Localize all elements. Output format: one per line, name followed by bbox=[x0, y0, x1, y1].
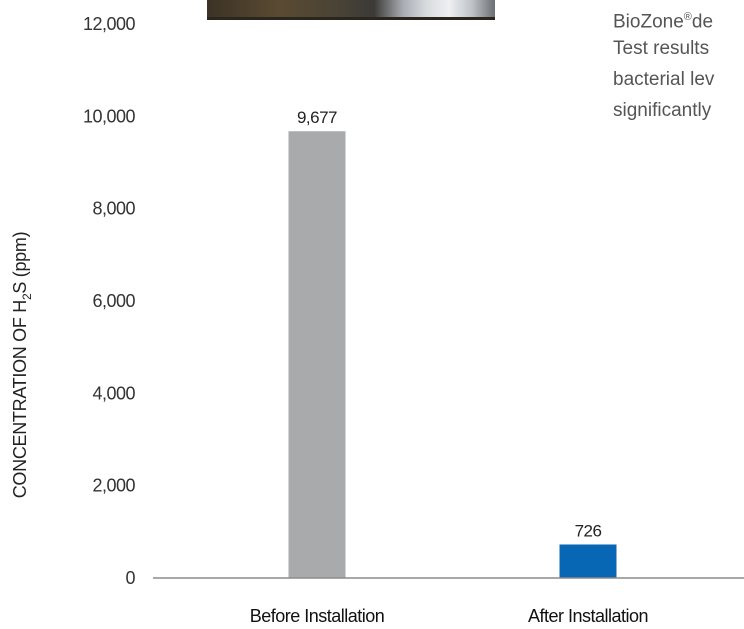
description-line-3: bacterial lev bbox=[613, 69, 715, 90]
description-line-1: BioZone®de bbox=[613, 11, 714, 33]
y-axis-label: CONCENTRATION OF H2S (ppm) bbox=[10, 232, 34, 499]
description-line-2: Test results bbox=[613, 38, 710, 59]
x-category-label: Before Installation bbox=[250, 606, 385, 626]
y-tick-label: 10,000 bbox=[83, 106, 136, 126]
y-tick-label: 8,000 bbox=[92, 199, 135, 219]
x-category-label: After Installation bbox=[528, 606, 648, 626]
bar-value-label: 9,677 bbox=[297, 108, 337, 127]
y-tick-label: 6,000 bbox=[92, 291, 135, 311]
description-text: BioZone®de Test results bacterial lev si… bbox=[613, 2, 744, 126]
description-line-4: significantly bbox=[613, 100, 712, 121]
y-tick-label: 12,000 bbox=[83, 14, 136, 34]
bar-value-label: 726 bbox=[575, 521, 602, 540]
header-photo-crop bbox=[207, 0, 495, 20]
y-tick-label: 0 bbox=[125, 568, 135, 588]
y-tick-label: 2,000 bbox=[92, 476, 135, 496]
y-tick-label: 4,000 bbox=[92, 383, 135, 403]
bar bbox=[559, 544, 617, 578]
bar bbox=[288, 131, 346, 578]
